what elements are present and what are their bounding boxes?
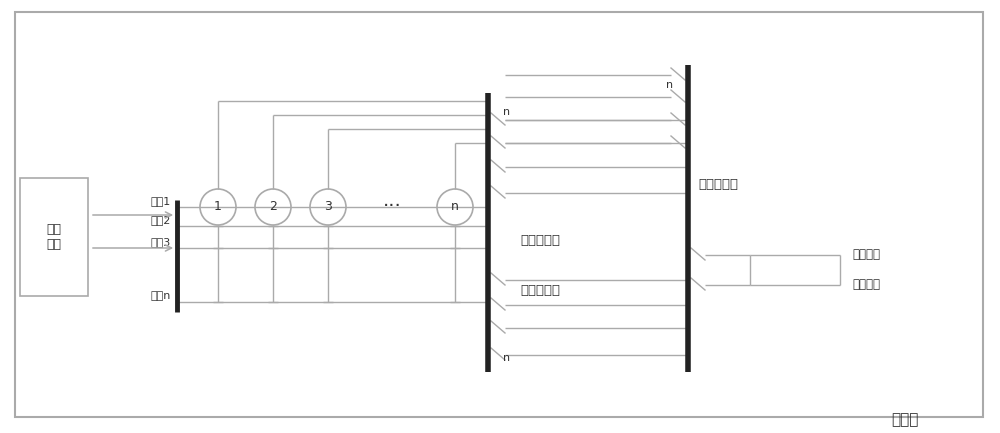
Text: 1: 1 bbox=[214, 200, 222, 213]
Text: n: n bbox=[451, 200, 459, 213]
Text: 接点2: 接点2 bbox=[151, 215, 171, 225]
Text: 接点1: 接点1 bbox=[151, 196, 171, 206]
Bar bbox=[20, 178, 88, 296]
Text: n: n bbox=[666, 80, 673, 90]
Text: n: n bbox=[503, 107, 510, 117]
Text: 3: 3 bbox=[324, 200, 332, 213]
Text: 继电器组二: 继电器组二 bbox=[520, 233, 560, 246]
Text: 接点n: 接点n bbox=[151, 291, 171, 301]
Text: 表笔负端: 表笔负端 bbox=[852, 278, 880, 291]
Text: 测试盒: 测试盒 bbox=[891, 413, 919, 427]
Text: 表笔正端: 表笔正端 bbox=[852, 249, 880, 262]
Text: 转换
接口: 转换 接口 bbox=[46, 223, 62, 251]
Text: n: n bbox=[503, 353, 510, 363]
Text: 继电器组一: 继电器组一 bbox=[698, 178, 738, 191]
Text: 接点3: 接点3 bbox=[151, 237, 171, 247]
Text: 2: 2 bbox=[269, 200, 277, 213]
Text: ···: ··· bbox=[383, 197, 401, 216]
Text: 继电器组三: 继电器组三 bbox=[520, 284, 560, 297]
